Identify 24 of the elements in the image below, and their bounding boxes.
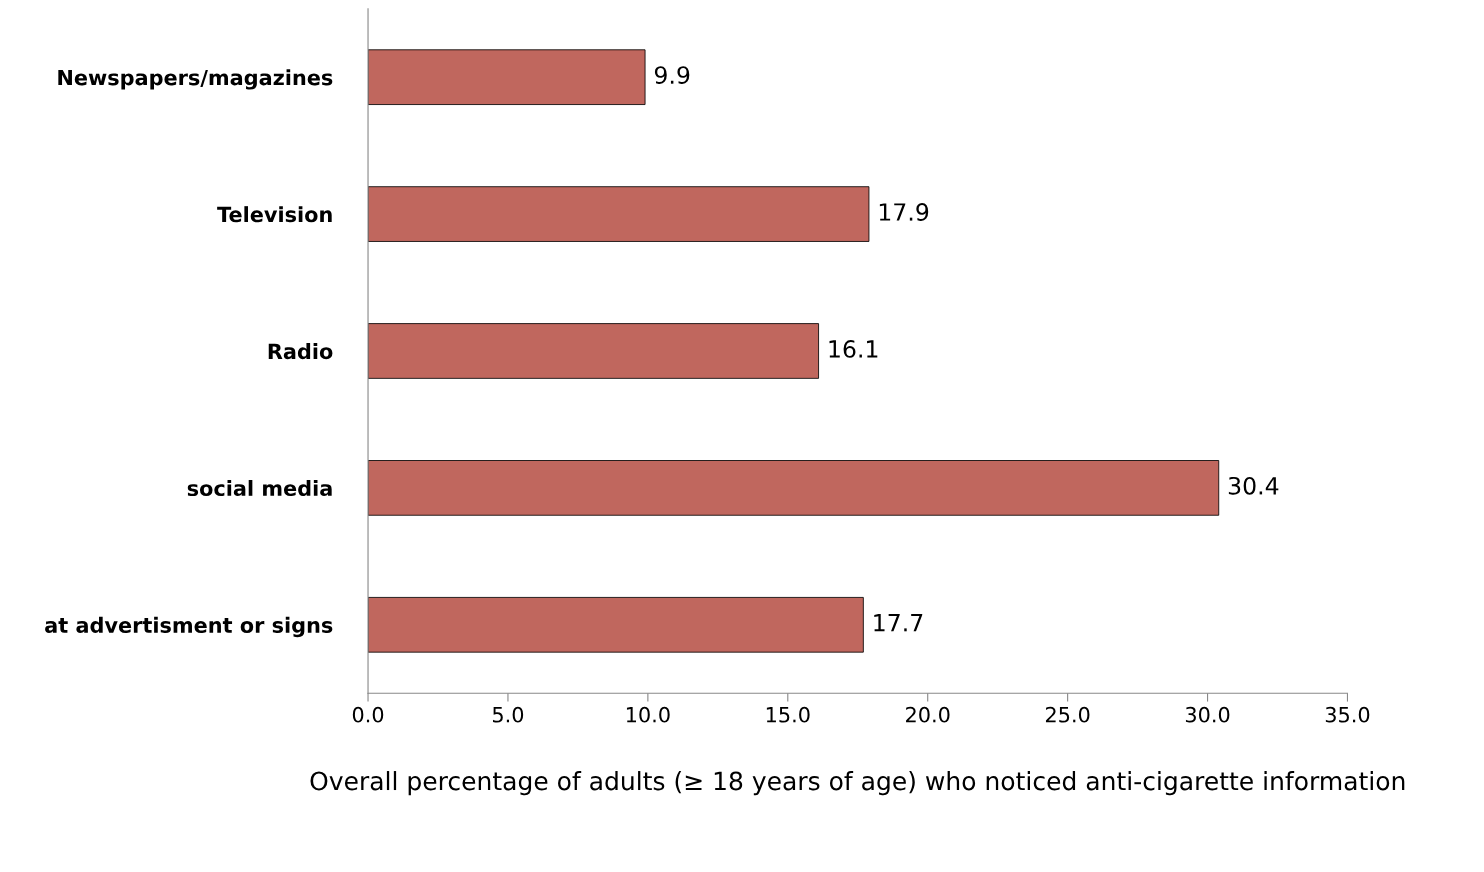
x-tick-label: 5.0 xyxy=(492,706,524,723)
x-tick-label: 0.0 xyxy=(352,706,384,723)
data-label: 16.1 xyxy=(829,339,878,358)
bar xyxy=(368,596,864,653)
x-tick-label: 20.0 xyxy=(906,706,950,723)
data-label: 30.4 xyxy=(1228,476,1279,495)
bar xyxy=(368,49,646,105)
x-axis-title: Overall percentage of adults (≥ 18 years of age) who noticed anti-cigarette information xyxy=(310,771,1405,796)
x-tick-label: 10.0 xyxy=(626,706,670,723)
y-tick-label: Newspapers/magazines xyxy=(58,69,333,90)
x-tick-label: 30.0 xyxy=(1185,706,1230,723)
bar xyxy=(368,460,1220,516)
y-tick-label: Radio xyxy=(268,343,333,360)
bar xyxy=(368,186,870,242)
data-label: 17.7 xyxy=(874,614,923,632)
data-label: 9.9 xyxy=(654,66,690,85)
data-label: 17.9 xyxy=(879,203,929,221)
x-tick-label: 25.0 xyxy=(1045,706,1090,723)
y-tick-label: Television xyxy=(217,206,332,223)
x-tick-label: 35.0 xyxy=(1325,706,1370,723)
x-tick-label: 15.0 xyxy=(766,706,810,723)
y-tick-label: social media xyxy=(187,479,332,497)
y-tick-label: at advertisment or signs xyxy=(45,616,333,638)
bar xyxy=(368,323,819,379)
